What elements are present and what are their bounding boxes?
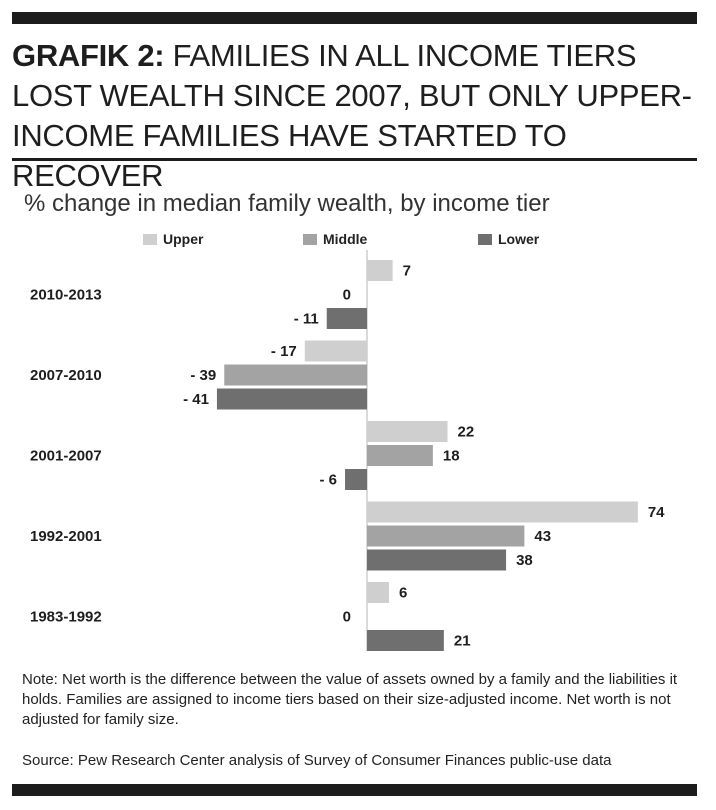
category-label: 2010-2013 [30, 287, 102, 304]
legend-label-middle: Middle [323, 231, 368, 247]
bar-lower [367, 549, 507, 571]
bottom-rule [12, 784, 697, 796]
data-label-middle: 0 [343, 287, 351, 304]
bar-upper [367, 582, 389, 603]
data-label-lower: 21 [454, 633, 471, 650]
headline: FAMILIES IN ALL INCOME TIERS LOST WEALTH… [12, 38, 692, 193]
legend-swatch-middle [303, 233, 317, 245]
data-label-lower: 38 [516, 552, 533, 569]
data-label-middle: 18 [443, 448, 460, 465]
source-text: Source: Pew Research Center analysis of … [22, 752, 612, 769]
data-label-upper: 7 [403, 263, 411, 280]
legend-item-lower: Lower [478, 231, 539, 247]
title-rule [12, 158, 697, 161]
bar-lower [216, 388, 367, 410]
bar-upper [367, 260, 393, 281]
data-label-middle: - 39 [190, 367, 216, 384]
category-label: 1983-1992 [30, 609, 102, 626]
data-label-upper: - 17 [271, 343, 297, 360]
data-label-middle: 0 [343, 609, 351, 626]
legend-item-upper: Upper [143, 231, 203, 247]
bar-upper [367, 501, 638, 523]
legend-label-upper: Upper [163, 231, 204, 247]
bar-lower [326, 308, 367, 329]
bar-lower [367, 630, 444, 651]
data-label-upper: 74 [648, 504, 665, 521]
data-label-lower: - 11 [294, 311, 319, 328]
chart-subtitle: % change in median family wealth, by inc… [24, 190, 550, 217]
data-label-upper: 22 [458, 424, 475, 441]
legend-swatch-lower [478, 233, 492, 245]
category-label: 1992-2001 [30, 528, 102, 545]
data-label-upper: 6 [399, 585, 407, 602]
bar-lower [345, 469, 367, 490]
chart-title: GRAFIK 2: FAMILIES IN ALL INCOME TIERS L… [12, 36, 702, 196]
category-label: 2007-2010 [30, 367, 102, 384]
legend: Upper Middle Lower [0, 231, 716, 251]
legend-item-middle: Middle [303, 231, 367, 247]
bar-upper [304, 340, 367, 362]
category-label: 2001-2007 [30, 448, 102, 465]
bar-middle [224, 364, 367, 386]
figure-label: GRAFIK 2: [12, 38, 165, 73]
data-label-lower: - 6 [320, 472, 338, 489]
data-label-middle: 43 [534, 528, 551, 545]
bar-middle [367, 445, 433, 466]
bar-upper [367, 421, 448, 442]
bar-chart: 2010-2013 7 0 - 11 2007-2010 - 17 - 39 - 41 2001… [30, 250, 665, 651]
top-rule [12, 12, 697, 24]
legend-label-lower: Lower [498, 231, 540, 247]
legend-swatch-upper [143, 233, 157, 245]
note-text: Note: Net worth is the difference betwee… [22, 671, 678, 728]
data-label-lower: - 41 [183, 391, 209, 408]
bar-middle [367, 525, 525, 547]
